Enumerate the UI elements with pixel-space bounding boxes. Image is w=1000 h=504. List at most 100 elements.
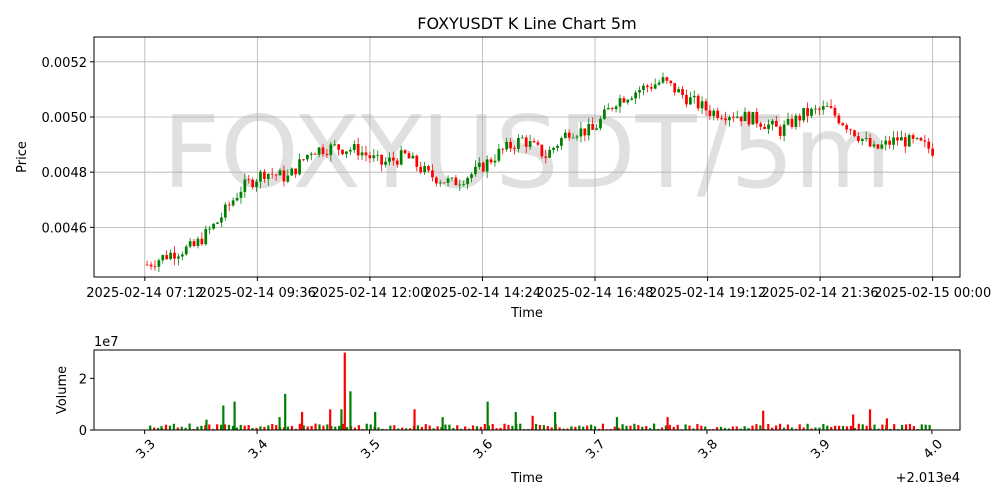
- volume-bar: [318, 424, 321, 430]
- volume-bar: [377, 427, 380, 430]
- volume-bar: [495, 428, 498, 430]
- candle-body: [270, 173, 274, 175]
- candle-body: [688, 97, 692, 105]
- candle-body: [528, 141, 532, 147]
- volume-x-tick-label: 3.3: [134, 437, 159, 462]
- volume-bar: [349, 391, 352, 430]
- price-y-tick-label: 0.0050: [42, 111, 88, 126]
- candle-body: [517, 138, 520, 149]
- candle-body: [661, 77, 665, 83]
- volume-bar: [365, 423, 368, 430]
- volume-x-tick-label: 3.7: [583, 437, 608, 462]
- volume-bar: [841, 425, 845, 430]
- volume-bar: [389, 425, 392, 430]
- candle-body: [876, 144, 880, 149]
- candle-body: [302, 159, 305, 161]
- candle-body: [731, 117, 735, 119]
- volume-bar: [460, 428, 463, 430]
- volume-bar: [168, 425, 172, 430]
- volume-bar: [696, 423, 699, 430]
- candle-body: [618, 98, 622, 107]
- candle-body: [532, 141, 536, 143]
- candle-body: [931, 148, 935, 156]
- candle-body: [599, 118, 602, 129]
- candle-body: [747, 111, 751, 125]
- candle-body: [145, 264, 149, 266]
- candle-body: [900, 137, 903, 141]
- candle-body: [649, 87, 653, 89]
- candle-body: [212, 223, 215, 229]
- volume-bar: [637, 425, 640, 430]
- candle-body: [833, 107, 837, 116]
- volume-bar: [700, 425, 703, 430]
- volume-bar: [527, 428, 530, 430]
- candle-body: [149, 264, 153, 267]
- volume-bar: [908, 423, 912, 430]
- candle-body: [427, 166, 430, 171]
- candle-body: [423, 166, 426, 173]
- volume-bar: [834, 425, 837, 430]
- candle-body: [610, 108, 614, 110]
- volume-bar: [731, 426, 734, 430]
- candle-body: [243, 179, 247, 192]
- candle-body: [806, 108, 809, 116]
- volume-bar: [755, 424, 758, 430]
- candle-body: [915, 137, 919, 139]
- volume-bar: [802, 427, 805, 430]
- candle-body: [677, 89, 680, 93]
- volume-bar: [656, 428, 660, 430]
- candle-body: [337, 144, 341, 150]
- candle-body: [200, 238, 204, 245]
- volume-bar: [893, 424, 896, 430]
- volume-bar: [428, 425, 431, 430]
- candle-body: [477, 162, 481, 167]
- volume-bar: [790, 427, 793, 430]
- volume-bar: [381, 428, 384, 430]
- price-plot-frame: [93, 36, 961, 278]
- candle-body: [165, 255, 169, 260]
- candle-body: [513, 148, 516, 150]
- volume-bar: [629, 425, 632, 430]
- price-x-tick-label: 2025-02-14 19:12: [649, 286, 766, 301]
- candle-body: [692, 95, 696, 98]
- candle-body: [544, 156, 548, 158]
- candle-body: [223, 204, 227, 218]
- volume-bar: [613, 426, 616, 430]
- price-y-tick-label: 0.0048: [42, 166, 88, 181]
- candle-body: [673, 83, 677, 93]
- volume-bar: [483, 423, 486, 430]
- volume-bar: [222, 405, 225, 430]
- candle-body: [391, 157, 395, 161]
- price-x-tick-label: 2025-02-14 16:48: [536, 286, 653, 301]
- candle-body: [450, 177, 454, 179]
- volume-bar: [271, 423, 274, 430]
- candle-body: [282, 170, 286, 182]
- candle-body: [634, 92, 638, 99]
- price-x-tick-label: 2025-02-14 09:36: [199, 286, 316, 301]
- candle-body: [317, 147, 321, 155]
- candle-body: [548, 149, 552, 158]
- volume-bar: [440, 427, 443, 430]
- volume-bar: [668, 424, 671, 430]
- volume-bar: [849, 425, 853, 430]
- volume-bar: [503, 423, 506, 430]
- volume-bar: [176, 427, 179, 430]
- volume-bar: [660, 427, 664, 430]
- candle-body: [235, 197, 239, 201]
- volume-bar: [342, 423, 345, 430]
- volume-bar: [582, 426, 585, 430]
- volume-bar: [735, 426, 738, 430]
- candle-body: [368, 155, 372, 159]
- candle-body: [380, 154, 383, 165]
- candle-body: [853, 130, 856, 137]
- candle-body: [360, 152, 364, 156]
- candle-body: [509, 141, 512, 149]
- candle-body: [591, 123, 595, 130]
- candle-body: [712, 110, 716, 117]
- volume-bar: [216, 424, 219, 430]
- volume-bar: [284, 393, 287, 430]
- volume-y-tick-label: 0: [79, 424, 87, 439]
- volume-bar: [751, 425, 754, 430]
- volume-bar: [609, 428, 612, 430]
